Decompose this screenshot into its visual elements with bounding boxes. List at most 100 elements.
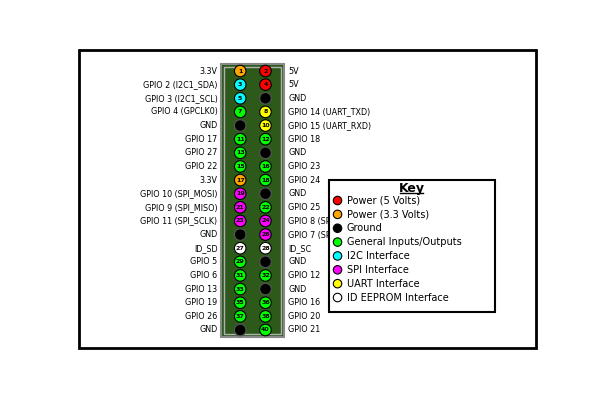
Text: Ground: Ground (347, 223, 383, 233)
Circle shape (333, 210, 342, 219)
Text: 8: 8 (263, 110, 268, 114)
Text: Key: Key (399, 182, 425, 195)
Circle shape (333, 266, 342, 274)
Text: ID_SC: ID_SC (288, 244, 311, 253)
Text: 1: 1 (238, 69, 242, 74)
Circle shape (333, 224, 342, 232)
Text: 34: 34 (261, 286, 270, 292)
Circle shape (235, 283, 246, 295)
Circle shape (260, 270, 271, 281)
Circle shape (235, 297, 246, 309)
Circle shape (260, 93, 271, 104)
Text: GPIO 5: GPIO 5 (190, 257, 217, 266)
Text: Power (3.3 Volts): Power (3.3 Volts) (347, 209, 429, 219)
Text: GPIO 12: GPIO 12 (288, 271, 320, 280)
Circle shape (260, 242, 271, 254)
Text: GPIO 19: GPIO 19 (185, 298, 217, 307)
Text: 18: 18 (261, 178, 270, 182)
Text: GPIO 21: GPIO 21 (288, 325, 320, 335)
Circle shape (260, 202, 271, 213)
Circle shape (235, 256, 246, 268)
Text: GND: GND (288, 189, 307, 198)
Circle shape (260, 134, 271, 145)
Text: 35: 35 (236, 300, 245, 305)
Text: 22: 22 (261, 205, 270, 210)
Circle shape (235, 134, 246, 145)
Text: 30: 30 (261, 259, 270, 264)
Circle shape (235, 79, 246, 91)
Circle shape (235, 65, 246, 77)
Text: GND: GND (288, 94, 307, 103)
Text: 5V: 5V (288, 67, 299, 76)
Circle shape (260, 79, 271, 91)
Text: 4: 4 (263, 82, 268, 87)
Circle shape (260, 65, 271, 77)
Text: 16: 16 (261, 164, 270, 169)
Text: 3.3V: 3.3V (199, 176, 217, 184)
Text: GND: GND (288, 284, 307, 294)
Text: 40: 40 (261, 327, 270, 333)
Text: GPIO 3 (I2C1_SCL): GPIO 3 (I2C1_SCL) (145, 94, 217, 103)
Text: GND: GND (199, 325, 217, 335)
Circle shape (235, 93, 246, 104)
Text: GND: GND (288, 148, 307, 157)
Text: 39: 39 (236, 327, 245, 333)
Text: GND: GND (199, 230, 217, 239)
Text: 17: 17 (236, 178, 245, 182)
Circle shape (260, 215, 271, 227)
Text: 33: 33 (236, 286, 245, 292)
Text: 36: 36 (261, 300, 270, 305)
Circle shape (260, 283, 271, 295)
Circle shape (333, 252, 342, 260)
Circle shape (260, 147, 271, 158)
Circle shape (235, 161, 246, 172)
Circle shape (235, 106, 246, 118)
Text: GND: GND (288, 257, 307, 266)
Text: 24: 24 (261, 218, 270, 223)
Text: ID EEPROM Interface: ID EEPROM Interface (347, 292, 449, 303)
Text: GPIO 10 (SPI_MOSI): GPIO 10 (SPI_MOSI) (140, 189, 217, 198)
Text: 9: 9 (238, 123, 242, 128)
Text: 6: 6 (263, 96, 268, 101)
Text: 27: 27 (236, 246, 245, 251)
Circle shape (235, 242, 246, 254)
Text: 13: 13 (236, 150, 245, 155)
Circle shape (260, 188, 271, 199)
Text: GPIO 9 (SPI_MISO): GPIO 9 (SPI_MISO) (145, 203, 217, 212)
Circle shape (235, 202, 246, 213)
Text: SPI Interface: SPI Interface (347, 265, 409, 275)
Text: GPIO 18: GPIO 18 (288, 135, 320, 144)
Text: 28: 28 (261, 246, 270, 251)
Circle shape (260, 324, 271, 336)
Text: GPIO 25: GPIO 25 (288, 203, 320, 212)
Text: 31: 31 (236, 273, 245, 278)
Text: 15: 15 (236, 164, 245, 169)
Circle shape (260, 297, 271, 309)
Circle shape (260, 174, 271, 186)
FancyBboxPatch shape (79, 50, 536, 348)
Text: 37: 37 (236, 314, 245, 319)
Text: GPIO 27: GPIO 27 (185, 148, 217, 157)
Circle shape (235, 188, 246, 199)
Text: 11: 11 (236, 137, 245, 142)
Text: 25: 25 (236, 232, 245, 237)
Text: GND: GND (199, 121, 217, 130)
Circle shape (333, 279, 342, 288)
Text: General Inputs/Outputs: General Inputs/Outputs (347, 237, 461, 247)
Circle shape (333, 196, 342, 205)
Text: 32: 32 (261, 273, 270, 278)
Text: GPIO 8 (SPI_CE0): GPIO 8 (SPI_CE0) (288, 216, 356, 225)
Text: 10: 10 (261, 123, 270, 128)
Circle shape (260, 106, 271, 118)
FancyBboxPatch shape (329, 180, 494, 312)
Text: 20: 20 (261, 191, 270, 196)
Text: GPIO 16: GPIO 16 (288, 298, 320, 307)
Text: 29: 29 (236, 259, 245, 264)
Text: 23: 23 (236, 218, 245, 223)
Circle shape (260, 310, 271, 322)
Text: 3: 3 (238, 82, 242, 87)
Circle shape (235, 310, 246, 322)
Text: ID_SD: ID_SD (194, 244, 217, 253)
Circle shape (260, 256, 271, 268)
Circle shape (333, 238, 342, 246)
